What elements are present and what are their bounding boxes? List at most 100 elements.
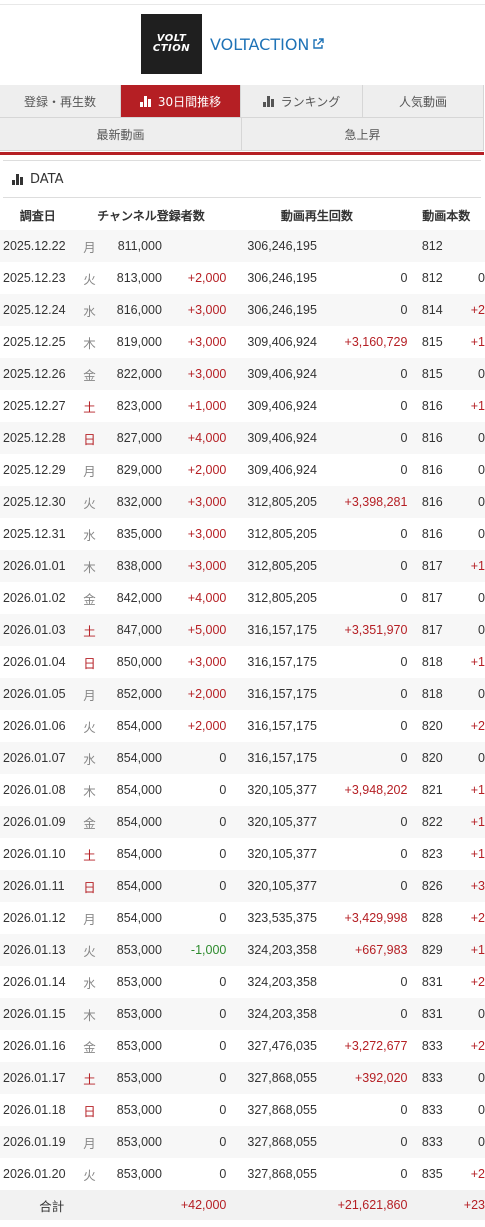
date-cell: 2025.12.22 bbox=[0, 230, 76, 262]
col-header-videos: 動画本数 bbox=[422, 208, 471, 223]
videos-cell: 814 bbox=[407, 294, 443, 326]
videos-cell: 826 bbox=[407, 870, 443, 902]
channel-name: VOLTACTION bbox=[210, 34, 310, 54]
subscribers-cell: 811,000 bbox=[103, 230, 162, 262]
weekday-cell: 金 bbox=[75, 806, 104, 838]
table-row: 2026.01.06 火 854,000 +2,000 316,157,175 0 820 +… bbox=[0, 710, 485, 742]
weekday-cell: 火 bbox=[83, 720, 96, 735]
table-row: 2025.12.30 火 832,000 +3,000 312,805,205 +3,39… bbox=[0, 486, 485, 518]
views-cell: 309,406,924 bbox=[247, 335, 317, 349]
tab-3[interactable]: 人気動画 bbox=[363, 85, 484, 118]
subscribers-cell: 822,000 bbox=[103, 358, 162, 390]
channel-name-link[interactable]: VOLTACTION bbox=[210, 34, 325, 54]
subscribers-cell: 816,000 bbox=[103, 294, 162, 326]
total-views-diff: +21,621,860 bbox=[316, 1190, 408, 1220]
subscribers-diff-cell: +3,000 bbox=[161, 486, 227, 518]
videos-diff-cell: +1 bbox=[470, 655, 485, 669]
table-row: 2026.01.13 火 853,000 -1,000 324,203,358 +667,… bbox=[0, 934, 485, 966]
table-row: 2026.01.09 金 854,000 0 320,105,377 0 822 +1 bbox=[0, 806, 485, 838]
weekday-cell: 土 bbox=[75, 614, 104, 646]
subscribers-cell: 853,000 bbox=[103, 1126, 162, 1158]
views-diff-cell: 0 bbox=[400, 527, 408, 541]
weekday-cell: 木 bbox=[75, 550, 104, 582]
subscribers-diff-cell: +3,000 bbox=[187, 527, 227, 541]
videos-cell: 812 bbox=[407, 230, 443, 262]
videos-diff-cell: 0 bbox=[478, 463, 485, 477]
total-row: 合計 +42,000 +21,621,860 +23 bbox=[0, 1190, 485, 1220]
tab-0[interactable]: 登録・再生数 bbox=[0, 85, 121, 118]
views-diff-cell: 0 bbox=[316, 742, 408, 774]
views-cell: 327,868,055 bbox=[247, 1103, 317, 1117]
subscribers-diff-cell: -1,000 bbox=[161, 934, 227, 966]
videos-cell: 820 bbox=[407, 742, 443, 774]
views-cell: 309,406,924 bbox=[226, 358, 317, 390]
table-row: 2025.12.25 木 819,000 +3,000 309,406,924 +3,16… bbox=[0, 326, 485, 358]
subscribers-diff-cell: +2,000 bbox=[161, 678, 227, 710]
total-subscribers-diff: +42,000 bbox=[161, 1190, 227, 1220]
date-cell: 2026.01.11 bbox=[0, 870, 76, 902]
table-row: 2026.01.15 木 853,000 0 324,203,358 0 831 0 bbox=[0, 998, 485, 1030]
weekday-cell: 月 bbox=[75, 678, 104, 710]
tab-label: ランキング bbox=[280, 94, 341, 109]
subscribers-diff-cell: 0 bbox=[161, 742, 227, 774]
tab-label: 人気動画 bbox=[398, 94, 447, 109]
channel-logo[interactable]: VOLT CTION bbox=[141, 14, 202, 74]
date-cell: 2026.01.08 bbox=[3, 783, 66, 797]
tab-underline bbox=[0, 152, 484, 155]
videos-cell: 817 bbox=[407, 614, 443, 646]
table-row: 2025.12.31 水 835,000 +3,000 312,805,205 0 816 0 bbox=[0, 518, 485, 550]
date-cell: 2026.01.20 bbox=[3, 1167, 66, 1181]
videos-cell: 828 bbox=[421, 911, 443, 925]
views-diff-cell: 0 bbox=[400, 655, 408, 669]
videos-diff-cell: 0 bbox=[478, 271, 485, 285]
subscribers-cell: 832,000 bbox=[103, 486, 162, 518]
views-diff-cell: +667,983 bbox=[316, 934, 408, 966]
videos-cell: 822 bbox=[407, 806, 443, 838]
date-cell: 2026.01.17 bbox=[0, 1062, 76, 1094]
col-header-views: 動画再生回数 bbox=[280, 208, 353, 223]
videos-diff-cell: 0 bbox=[478, 591, 485, 605]
views-diff-cell: 0 bbox=[316, 1126, 408, 1158]
views-cell: 316,157,175 bbox=[226, 614, 317, 646]
tab-1[interactable]: 30日間推移 bbox=[121, 85, 241, 118]
weekday-cell: 月 bbox=[75, 230, 104, 262]
date-cell: 2026.01.19 bbox=[0, 1126, 76, 1158]
tab-secondary-0[interactable]: 最新動画 bbox=[0, 118, 242, 151]
top-divider bbox=[0, 4, 485, 5]
videos-cell: 823 bbox=[421, 847, 443, 861]
subscribers-cell: 853,000 bbox=[116, 1039, 162, 1053]
subscribers-cell: 852,000 bbox=[103, 678, 162, 710]
table-row: 2026.01.08 木 854,000 0 320,105,377 +3,948,202… bbox=[0, 774, 485, 806]
table-row: 2026.01.16 金 853,000 0 327,476,035 +3,272,677… bbox=[0, 1030, 485, 1062]
date-cell: 2026.01.12 bbox=[3, 911, 66, 925]
subscribers-diff-cell: 0 bbox=[219, 1103, 227, 1117]
views-cell: 316,157,175 bbox=[247, 719, 317, 733]
date-cell: 2026.01.13 bbox=[0, 934, 76, 966]
subscribers-diff-cell: +4,000 bbox=[187, 591, 227, 605]
subscribers-cell: 853,000 bbox=[103, 1062, 162, 1094]
table-row: 2026.01.17 土 853,000 0 327,868,055 +392,020 83… bbox=[0, 1062, 485, 1094]
table-header-row: 調査日 チャンネル登録者数 動画再生回数 動画本数 bbox=[0, 200, 485, 230]
videos-cell: 812 bbox=[421, 271, 443, 285]
table-row: 2025.12.29 月 829,000 +2,000 309,406,924 0 816 0 bbox=[0, 454, 485, 486]
videos-cell: 829 bbox=[407, 934, 443, 966]
weekday-cell: 日 bbox=[83, 656, 96, 671]
table-row: 2026.01.18 日 853,000 0 327,868,055 0 833 0 bbox=[0, 1094, 485, 1126]
views-cell: 309,406,924 bbox=[247, 399, 317, 413]
subscribers-diff-cell: 0 bbox=[219, 783, 227, 797]
subscribers-cell: 853,000 bbox=[103, 998, 162, 1030]
empty-cell bbox=[103, 1190, 162, 1220]
subscribers-cell: 854,000 bbox=[103, 870, 162, 902]
views-cell: 312,805,205 bbox=[226, 550, 317, 582]
views-diff-cell: +3,160,729 bbox=[344, 335, 408, 349]
date-cell: 2025.12.24 bbox=[0, 294, 76, 326]
weekday-cell: 水 bbox=[83, 976, 96, 991]
table-row: 2025.12.26 金 822,000 +3,000 309,406,924 0 815 0 bbox=[0, 358, 485, 390]
total-label: 合計 bbox=[0, 1190, 104, 1220]
views-cell: 316,157,175 bbox=[247, 655, 317, 669]
table-row: 2026.01.07 水 854,000 0 316,157,175 0 820 0 bbox=[0, 742, 485, 774]
tab-2[interactable]: ランキング bbox=[241, 85, 363, 118]
subscribers-cell: 854,000 bbox=[116, 783, 162, 797]
date-cell: 2026.01.03 bbox=[0, 614, 76, 646]
tab-secondary-1[interactable]: 急上昇 bbox=[242, 118, 484, 151]
